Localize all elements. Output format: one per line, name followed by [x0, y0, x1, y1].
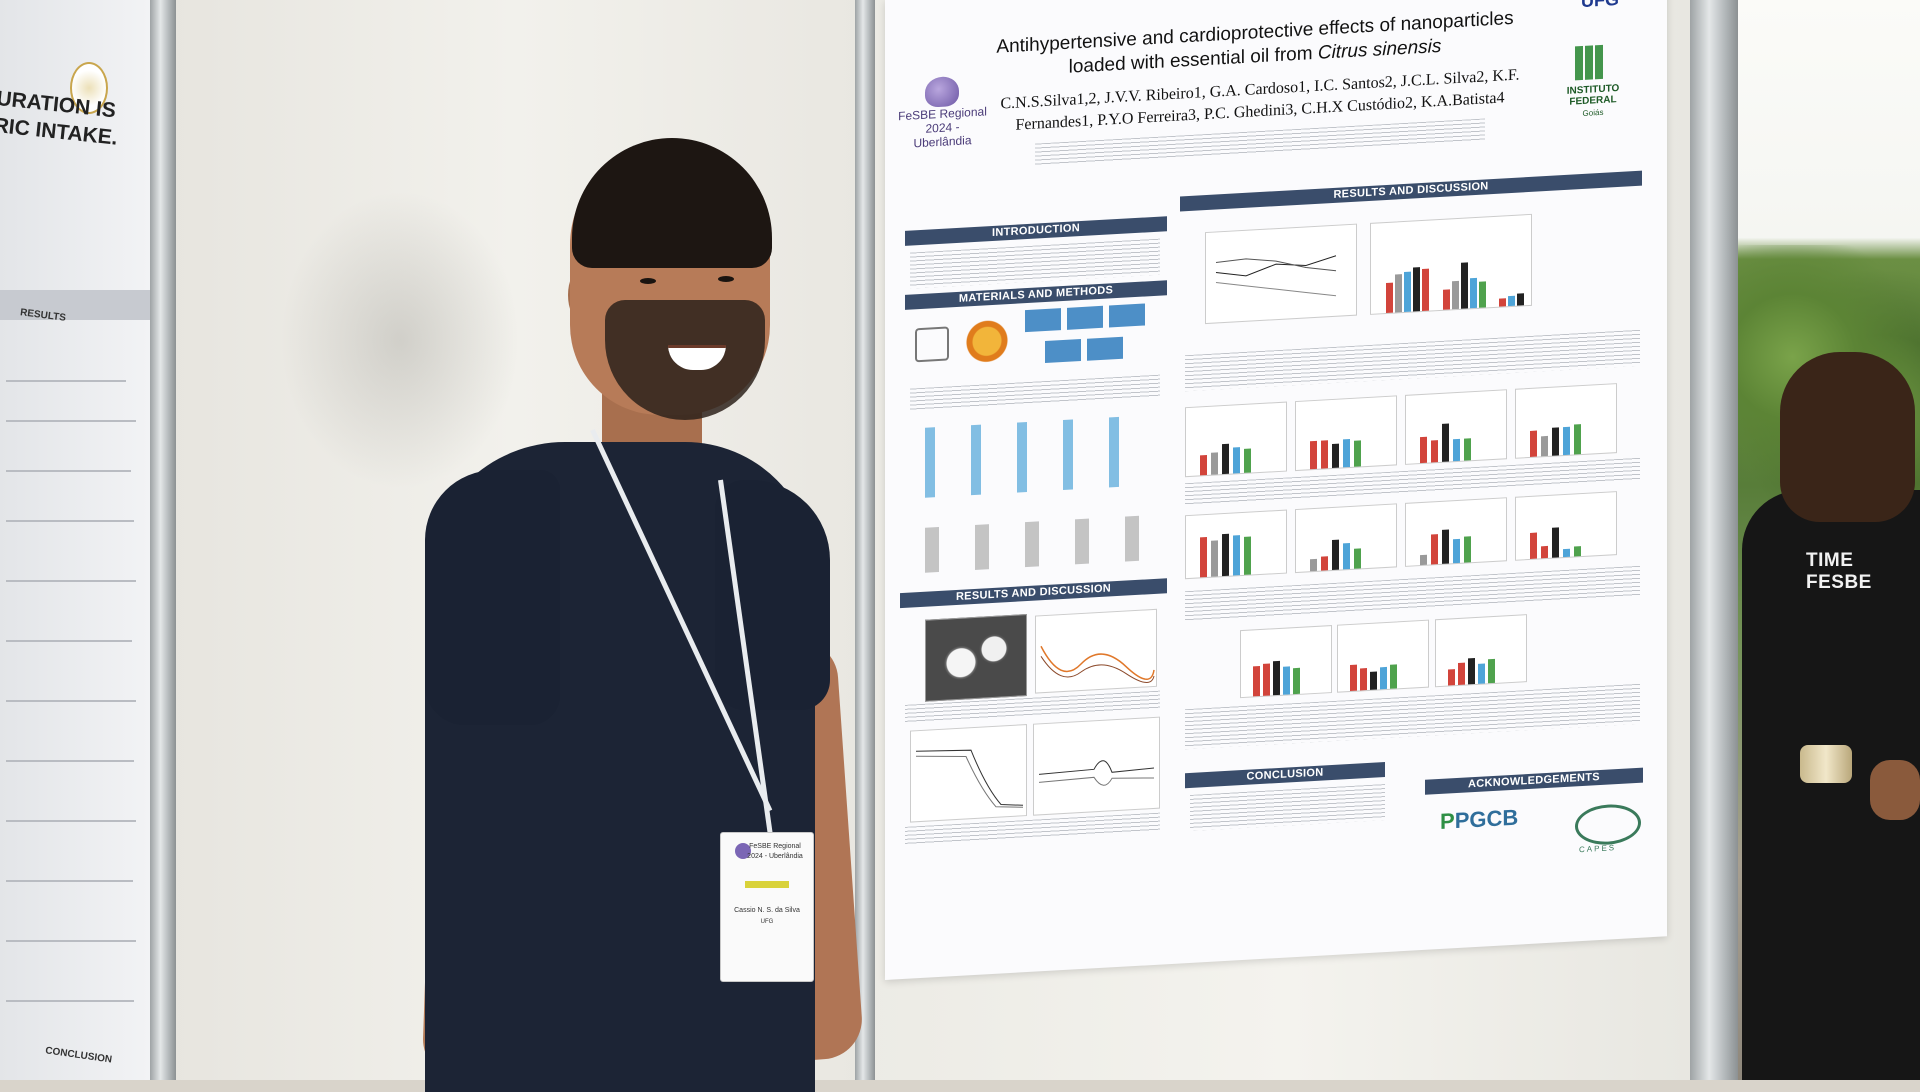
badge-event-line2: 2024 - Uberlândia: [747, 853, 803, 860]
neighbor-poster-band: [0, 290, 150, 320]
badge-affiliation: UFG: [760, 919, 774, 925]
woman-hand: [1870, 760, 1920, 820]
flow-step-2: [1067, 305, 1103, 330]
flow-step-1: [1025, 308, 1061, 333]
instituto-federal-location: Goiás: [1582, 107, 1604, 119]
section-conclusion: CONCLUSION: [1185, 762, 1385, 789]
line-chart-svg: [1215, 255, 1337, 297]
dsc-figure: [1033, 716, 1160, 816]
presenter-left-eye: [640, 278, 656, 284]
bar-chart-c2: [1405, 389, 1507, 465]
flow-step-4: [1045, 339, 1081, 364]
woman-hair: [1780, 352, 1915, 522]
neighbor-poster-logo: [70, 62, 108, 114]
syringe-icons: [925, 414, 1155, 498]
panel-post-right: [1690, 0, 1738, 1080]
conclusion-text: [1190, 784, 1385, 831]
bar-chart-b2: [1295, 395, 1397, 472]
panel-post-left: [150, 0, 176, 1080]
presenter-right-eye: [718, 276, 734, 282]
bar-chart-c3: [1405, 497, 1507, 567]
flow-step-3: [1109, 303, 1145, 328]
instituto-federal-logo-icon: [1575, 44, 1603, 81]
tga-figure: [910, 724, 1027, 823]
bar-chart-b3: [1295, 503, 1397, 574]
flow-step-5: [1087, 336, 1123, 361]
badge-highlight: [745, 881, 789, 888]
ufg-logo-text: UFG: [1581, 0, 1619, 12]
badge-event-line1: FeSBE Regional: [749, 843, 801, 850]
bar-chart-b: [1370, 213, 1532, 315]
section-results-discussion-right: RESULTS AND DISCUSSION: [1180, 170, 1642, 212]
bar-chart-b4: [1337, 619, 1429, 693]
tga-svg: [915, 749, 1024, 808]
bar-chart-a4: [1240, 625, 1332, 699]
presenter-left-sleeve: [425, 470, 560, 725]
neighbor-poster-conclusion-heading: CONCLUSION: [44, 1045, 113, 1066]
presenter-right-sleeve: [715, 480, 830, 710]
section-acknowledgements: ACKNOWLEDGEMENTS: [1425, 767, 1643, 795]
name-badge: FeSBE Regional 2024 - Uberlândia Cassio …: [720, 832, 814, 982]
ppgcb-logo: PPGCB: [1440, 804, 1519, 834]
panel-post-middle: [855, 0, 875, 1080]
spectrum-svg: [1040, 645, 1155, 683]
capes-logo-text: CAPES: [1579, 843, 1617, 855]
instituto-federal-logo-text: INSTITUTO FEDERAL: [1566, 82, 1620, 108]
neighbor-poster: URATION IS RIC INTAKE. RESULTS CONCLUSIO…: [0, 0, 150, 1080]
introduction-text: [910, 238, 1160, 289]
figure3-caption: [1185, 329, 1640, 392]
fesbe-logo-icon: [925, 75, 959, 108]
section-results-discussion-left: RESULTS AND DISCUSSION: [900, 578, 1167, 609]
line-chart-sbp: [1205, 223, 1357, 325]
bar-chart-d3: [1515, 491, 1617, 561]
methods-text: [910, 374, 1160, 411]
nanoparticle-icon: [965, 318, 1009, 365]
badge-name: Cassio N. S. da Silva: [734, 907, 800, 914]
scientific-poster: FeSBE Regional 2024 - Uberlândia Antihyp…: [885, 0, 1667, 980]
bar-chart-d2: [1515, 383, 1617, 459]
bar-chart-a3: [1185, 509, 1287, 580]
tem-micrograph: [925, 614, 1027, 702]
badge-logo-icon: [735, 843, 751, 859]
bar-chart-a2: [1185, 401, 1287, 478]
procedure-icons: [925, 514, 1155, 573]
capes-logo-icon: [1575, 802, 1641, 847]
bar-chart-c4: [1435, 614, 1527, 688]
spectrum-figure: [1035, 608, 1157, 694]
equipment-icon: [915, 326, 949, 363]
dsc-svg: [1038, 760, 1155, 786]
shirt-print: TIME FESBE: [1806, 550, 1872, 593]
wall-shadow: [280, 190, 520, 490]
woman-bracelet: [1800, 745, 1852, 783]
